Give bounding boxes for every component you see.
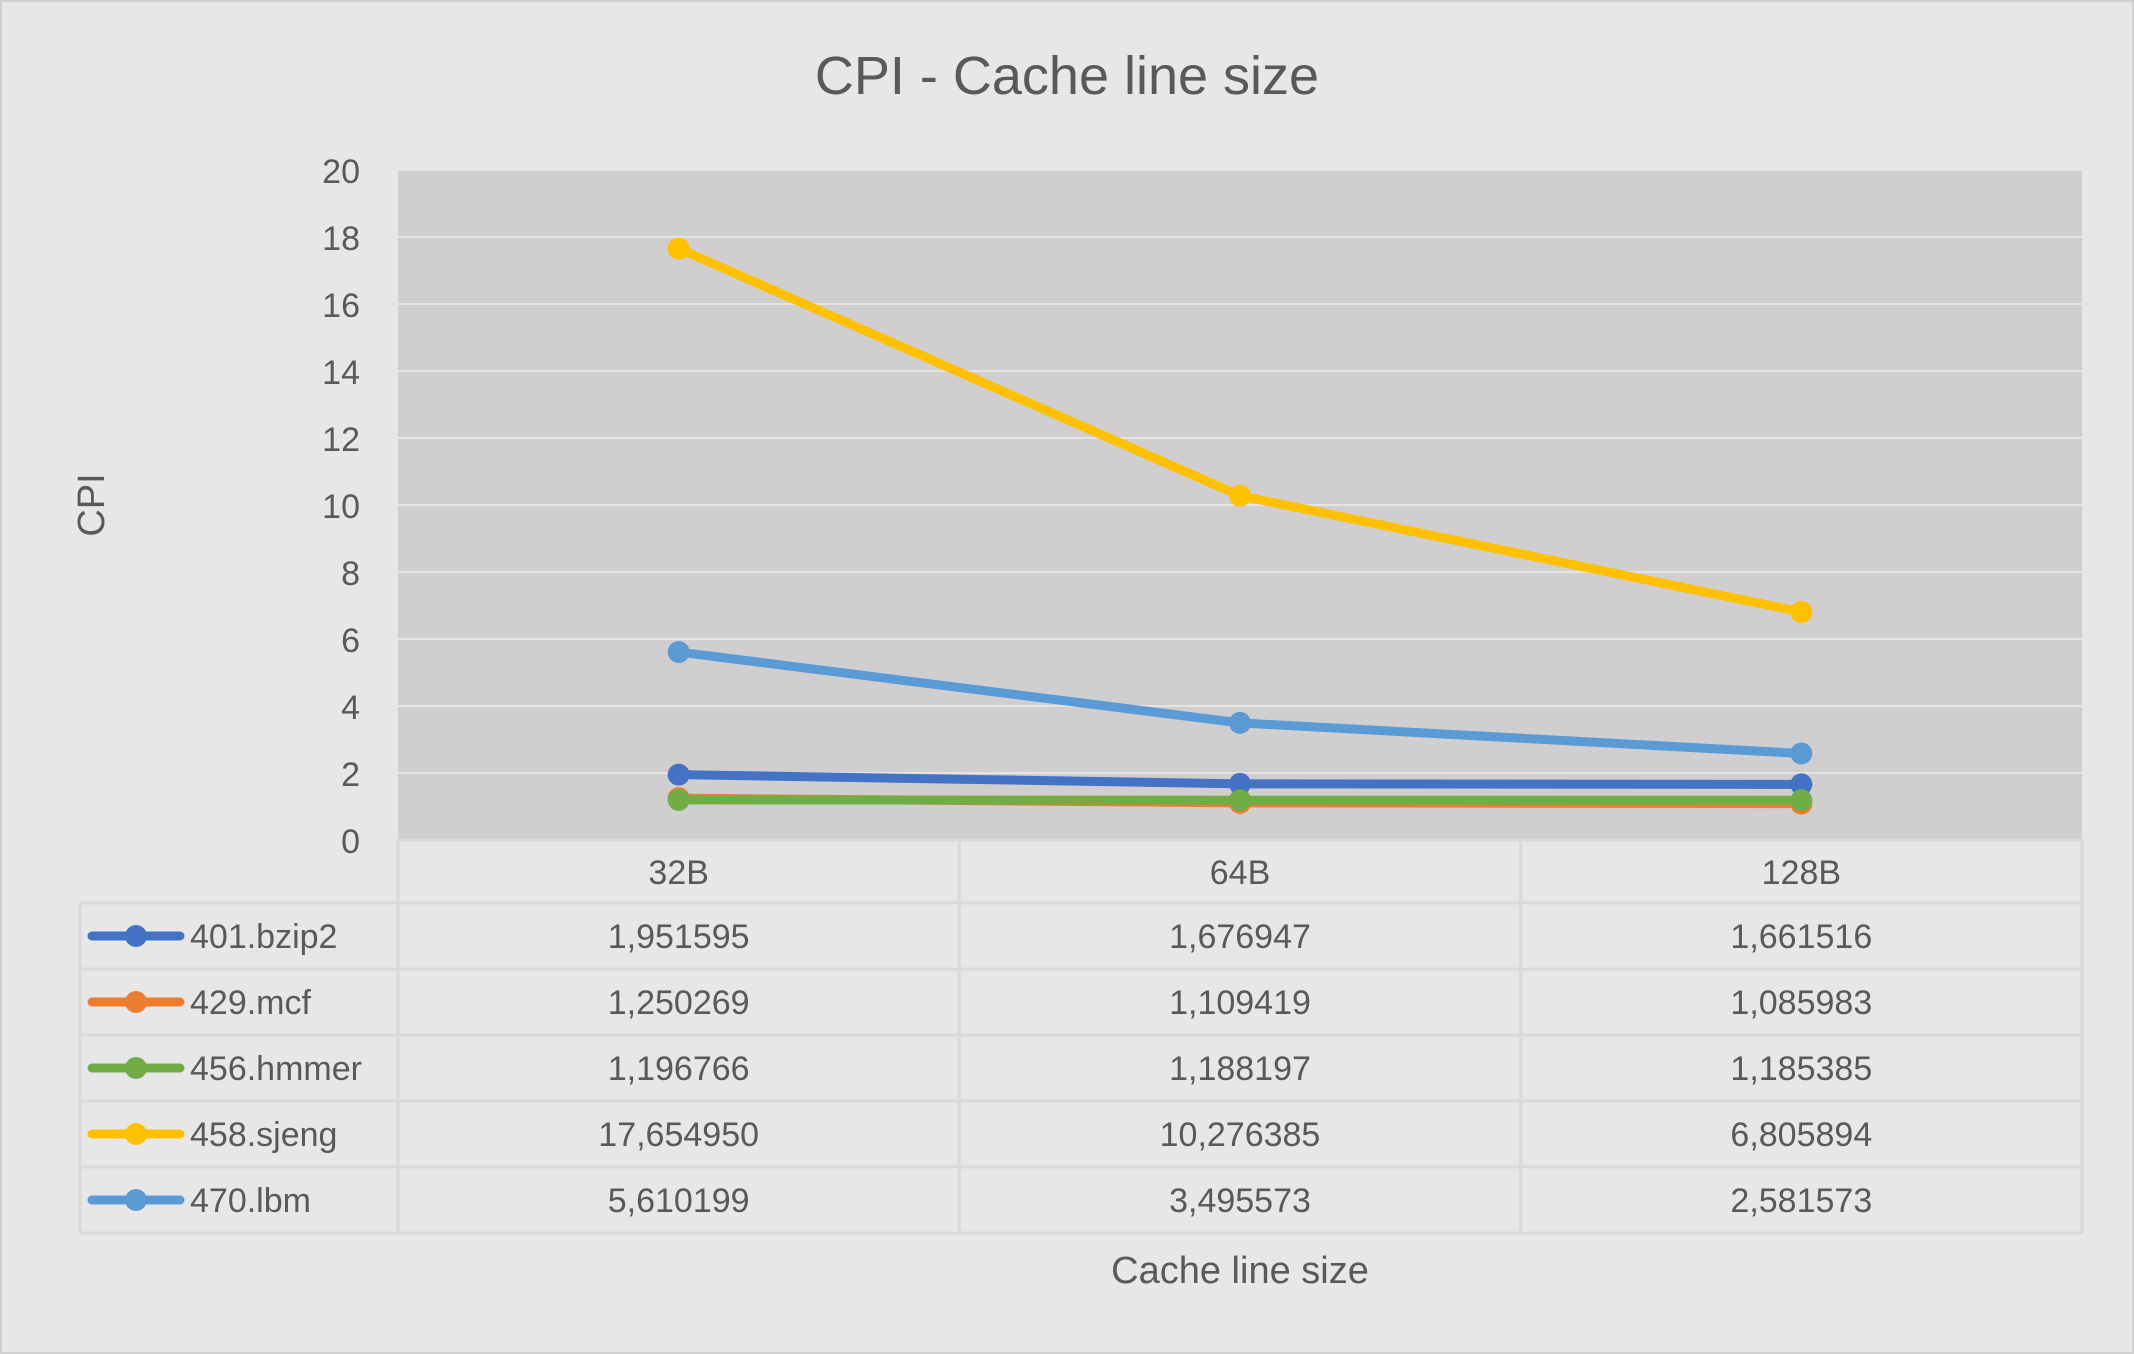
series-lines (667, 237, 1813, 815)
table-cell-value: 5,610199 (608, 1182, 750, 1220)
x-tick-label: 64B (1210, 854, 1271, 892)
legend-entry: 456.hmmer (190, 1050, 362, 1088)
y-tick-label: 0 (341, 823, 360, 861)
data-point (1229, 484, 1251, 507)
data-point (667, 763, 690, 786)
data-point (1790, 789, 1813, 812)
y-tick-label: 2 (341, 756, 360, 794)
data-point (667, 237, 690, 260)
legend-entry: 429.mcf (190, 984, 311, 1022)
y-tick-label: 14 (322, 354, 360, 392)
table-cell-value: 1,185385 (1730, 1050, 1872, 1088)
y-tick-label: 12 (322, 421, 360, 459)
legend-entry: 470.lbm (190, 1182, 311, 1220)
y-axis-label: CPI (71, 473, 113, 536)
table-cell-value: 17,654950 (598, 1116, 759, 1154)
legend-marker (125, 1189, 147, 1211)
y-tick-label: 10 (322, 488, 360, 526)
data-point (1790, 773, 1813, 796)
legend-marker (125, 991, 147, 1013)
table-cell-value: 10,276385 (1160, 1116, 1321, 1154)
y-tick-label: 4 (341, 689, 360, 727)
data-point (1229, 772, 1251, 795)
legend-marker (125, 1123, 147, 1145)
y-tick-label: 18 (322, 220, 360, 258)
table-cell-value: 2,581573 (1730, 1182, 1872, 1220)
table-cell-value: 3,495573 (1169, 1182, 1311, 1220)
table-cell-value: 1,196766 (608, 1050, 750, 1088)
table-cell-value: 1,188197 (1169, 1050, 1311, 1088)
y-axis-ticks: 0 2 4 6 8 10 12 14 16 18 20 (322, 153, 360, 861)
chart-title: CPI - Cache line size (815, 46, 1319, 106)
data-table: 32B 64B 128B 401.bzip2 1,951595 1,676947 1,661… (78, 838, 2084, 1235)
y-tick-label: 6 (341, 622, 360, 660)
table-cell-value: 1,109419 (1169, 984, 1311, 1022)
legend-entry: 401.bzip2 (190, 918, 337, 956)
legend-entry: 458.sjeng (190, 1116, 337, 1154)
table-cell-value: 1,676947 (1169, 918, 1311, 956)
data-point (667, 641, 690, 664)
y-tick-label: 16 (322, 287, 360, 325)
y-tick-label: 20 (322, 153, 360, 191)
table-cell-value: 1,661516 (1730, 918, 1872, 956)
x-tick-label: 32B (648, 854, 709, 892)
data-point (1790, 601, 1813, 624)
table-cell-value: 1,085983 (1730, 984, 1872, 1022)
y-tick-label: 8 (341, 555, 360, 593)
table-cell-value: 1,250269 (608, 984, 750, 1022)
table-cell-value: 1,951595 (608, 918, 750, 956)
x-axis-label: Cache line size (1111, 1250, 1369, 1292)
data-point (667, 788, 690, 811)
table-cell-value: 6,805894 (1730, 1116, 1872, 1154)
legend-marker (125, 1057, 147, 1079)
x-tick-label: 128B (1762, 854, 1841, 892)
legend-marker (125, 925, 147, 947)
gridlines (398, 169, 2082, 774)
data-point (1229, 789, 1251, 812)
data-point (1229, 711, 1251, 734)
data-point (1790, 742, 1813, 765)
